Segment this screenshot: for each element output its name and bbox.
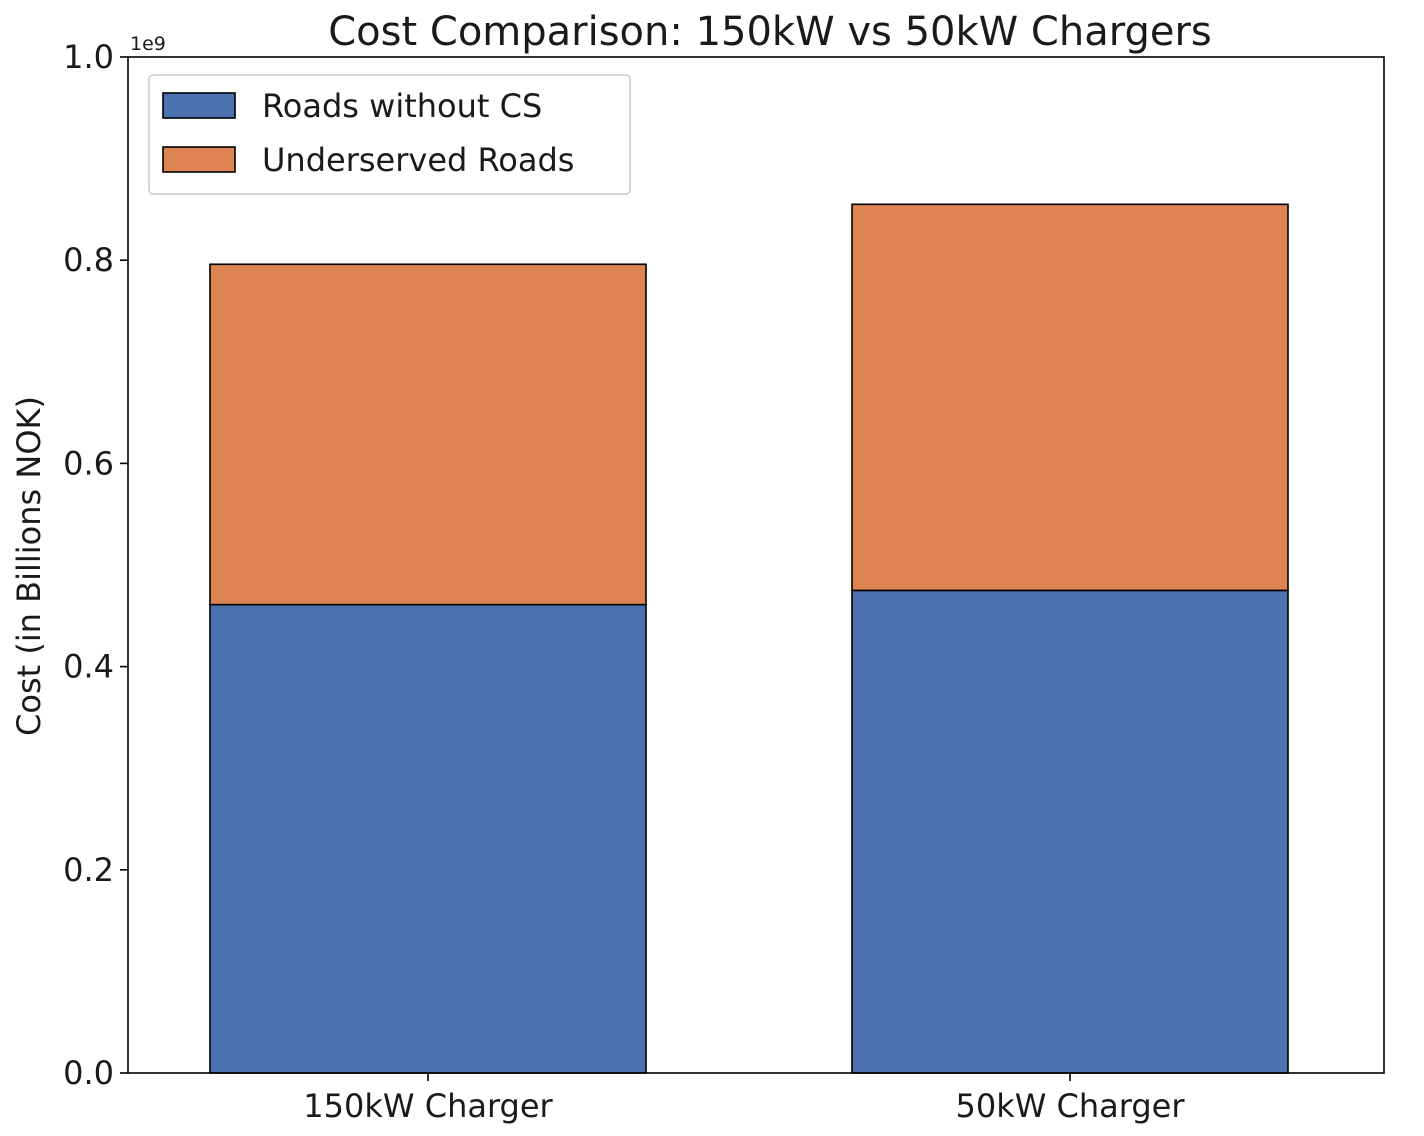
legend-label-underserved-roads: Underserved Roads — [262, 141, 574, 179]
x-tick-label: 50kW Charger — [955, 1087, 1185, 1125]
legend: Roads without CS Underserved Roads — [148, 74, 631, 195]
x-tick-label: 150kW Charger — [303, 1087, 553, 1125]
y-tick-label: 0.8 — [63, 241, 114, 279]
y-tick-label: 0.4 — [63, 648, 114, 686]
bar-roads-without-cs-150kw — [209, 603, 647, 1074]
chart-title: Cost Comparison: 150kW vs 50kW Chargers — [328, 9, 1211, 55]
y-tick-label: 1.0 — [63, 38, 114, 76]
legend-swatch-underserved-roads — [162, 146, 236, 173]
y-tick-label: 0.2 — [63, 851, 114, 889]
bars-group — [209, 203, 1289, 1074]
y-tick-label: 0.6 — [63, 444, 114, 482]
legend-label-roads-without-cs: Roads without CS — [262, 87, 542, 125]
plot-frame — [127, 56, 1385, 1074]
x-ticks-group: 150kW Charger 50kW Charger — [303, 1073, 1185, 1125]
y-ticks-group: 0.0 0.2 0.4 0.6 0.8 1.0 — [63, 38, 128, 1092]
y-offset-label: 1e9 — [130, 33, 166, 55]
bar-underserved-roads-150kw — [209, 263, 647, 606]
bar-roads-without-cs-50kw — [851, 589, 1289, 1074]
y-axis-label: Cost (in Billions NOK) — [10, 396, 48, 736]
y-tick-label: 0.0 — [63, 1054, 114, 1092]
legend-swatch-roads-without-cs — [162, 92, 236, 119]
bar-underserved-roads-50kw — [851, 203, 1289, 592]
legend-box — [148, 74, 631, 195]
